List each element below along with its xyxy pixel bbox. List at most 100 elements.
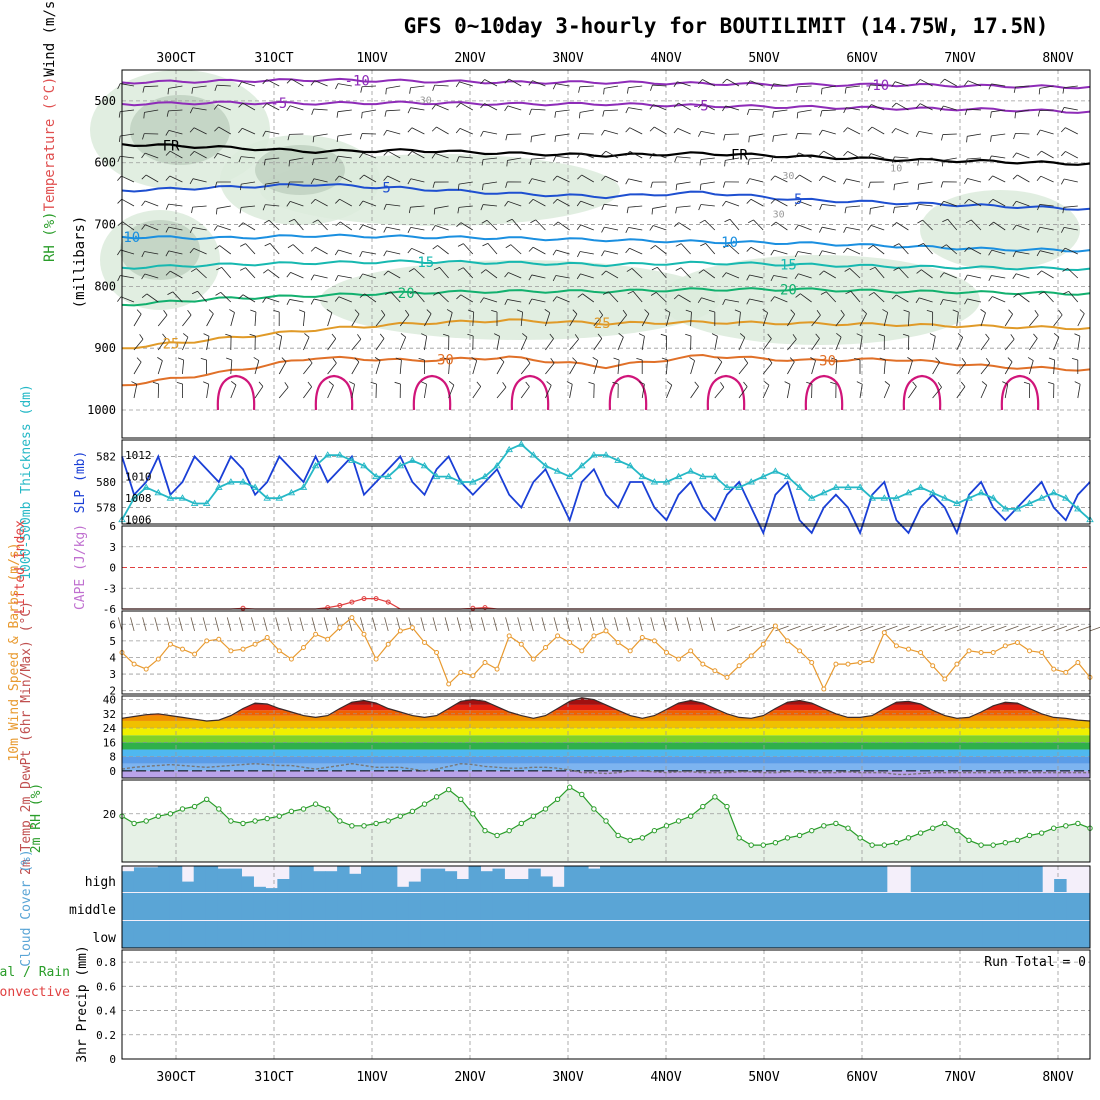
wind-barb	[172, 291, 183, 303]
cloud-bar-middle	[241, 893, 254, 920]
slp-point	[251, 483, 259, 490]
wind-barb	[592, 357, 599, 361]
isotherm-line	[706, 374, 746, 411]
wind-barb	[921, 269, 933, 279]
wind-barb	[867, 104, 872, 110]
wind-barb	[689, 357, 695, 361]
cloud-bar-high	[133, 867, 147, 892]
rh-point	[1075, 820, 1081, 827]
wind-barb	[362, 109, 377, 113]
wind-barb	[313, 298, 328, 303]
wind-barb	[878, 333, 885, 337]
wind-barb	[326, 309, 333, 314]
rh-shade-area	[255, 145, 345, 195]
wind-barb	[770, 249, 775, 256]
isotherm-line	[121, 318, 1091, 350]
wind-barb	[362, 273, 377, 279]
cloud-bar-high	[695, 866, 709, 892]
wind-barb	[601, 129, 605, 136]
wind-barb	[409, 290, 416, 295]
wind-barb	[725, 200, 740, 207]
cloud-bar-middle	[217, 893, 231, 920]
wind-barb	[915, 131, 920, 137]
wind-barb	[618, 333, 624, 338]
wind-barb	[774, 296, 788, 303]
wind-barb	[654, 126, 667, 135]
wind-barb	[967, 274, 982, 279]
wind-barb	[896, 294, 909, 303]
wind-barb	[988, 221, 994, 227]
wind-barb	[569, 339, 579, 351]
wind-barb	[504, 78, 510, 84]
wind-barb	[363, 174, 377, 183]
cloud-bar-low	[815, 921, 828, 948]
wind-speed-point	[1051, 666, 1057, 672]
wind-barb	[395, 357, 402, 361]
wind-barb	[196, 268, 207, 279]
wind-barb	[698, 204, 702, 211]
wind-barb	[580, 200, 594, 207]
slp-point	[1037, 494, 1046, 501]
wind-barb	[714, 387, 725, 399]
pressure-tick-label: 1000	[87, 403, 116, 417]
cloud-bar-low	[456, 921, 470, 948]
wind-barb	[883, 360, 886, 375]
wind-barb	[413, 268, 425, 279]
rh-point	[264, 815, 270, 822]
rh-point	[905, 835, 912, 841]
wind-barb	[385, 88, 387, 95]
wind-barb	[576, 224, 582, 230]
wind-barb	[980, 385, 988, 399]
surface-wind-barb	[468, 617, 474, 632]
cloud-bar-high	[337, 866, 350, 892]
cloud-bar-high	[193, 866, 207, 892]
cloud-bar-high	[277, 879, 290, 892]
wind-barb	[334, 249, 339, 256]
precip-tick-label: 0.8	[96, 956, 116, 969]
cloud-bar-low	[528, 921, 541, 948]
wind-barb	[940, 181, 944, 188]
wind-speed-point	[155, 656, 161, 662]
wind-barb	[601, 270, 607, 276]
wind-barb	[229, 309, 235, 313]
surface-wind-barb	[541, 617, 546, 632]
surface-wind-barb	[359, 617, 365, 632]
cloud-bar-low	[683, 921, 697, 948]
wind-barb	[965, 219, 972, 224]
wind-barb	[690, 386, 699, 399]
wind-barb	[494, 333, 500, 337]
wind-barb	[966, 136, 968, 143]
wind-barb	[650, 245, 656, 250]
wind-barb	[386, 129, 401, 135]
wind-barb	[968, 247, 982, 255]
wind-barb	[1064, 247, 1078, 255]
wind-barb	[992, 198, 1006, 207]
wind-barb	[879, 357, 886, 361]
wind-barb	[932, 361, 941, 375]
wind-barb	[739, 333, 746, 338]
slp-point	[372, 472, 380, 480]
slp-point	[590, 451, 598, 458]
cloud-bar-high	[349, 873, 362, 892]
wind-barb	[628, 205, 643, 208]
wind-barb	[891, 128, 896, 134]
rh-point	[796, 832, 803, 839]
cloud-bar-high	[946, 866, 960, 892]
wind-barb	[1062, 268, 1068, 272]
wind-barb	[1039, 226, 1054, 231]
wind-barb	[873, 292, 885, 303]
thickness-tick-label: 582	[96, 451, 116, 464]
wind-speed-point	[639, 635, 645, 641]
wind-barb	[846, 205, 861, 208]
wind-barb	[867, 225, 872, 231]
isotherm-line	[216, 374, 256, 411]
cloud-bar-low	[420, 921, 434, 948]
cloud-bar-middle	[492, 893, 505, 920]
wind-barb	[882, 309, 888, 313]
surface-wind-barb	[589, 617, 595, 632]
wind-barb	[238, 81, 242, 88]
slp-point	[686, 467, 695, 474]
wind-barb	[1053, 360, 1056, 375]
date-label-bottom: 2NOV	[454, 1070, 485, 1085]
temp-tick-label: 16	[103, 736, 116, 749]
